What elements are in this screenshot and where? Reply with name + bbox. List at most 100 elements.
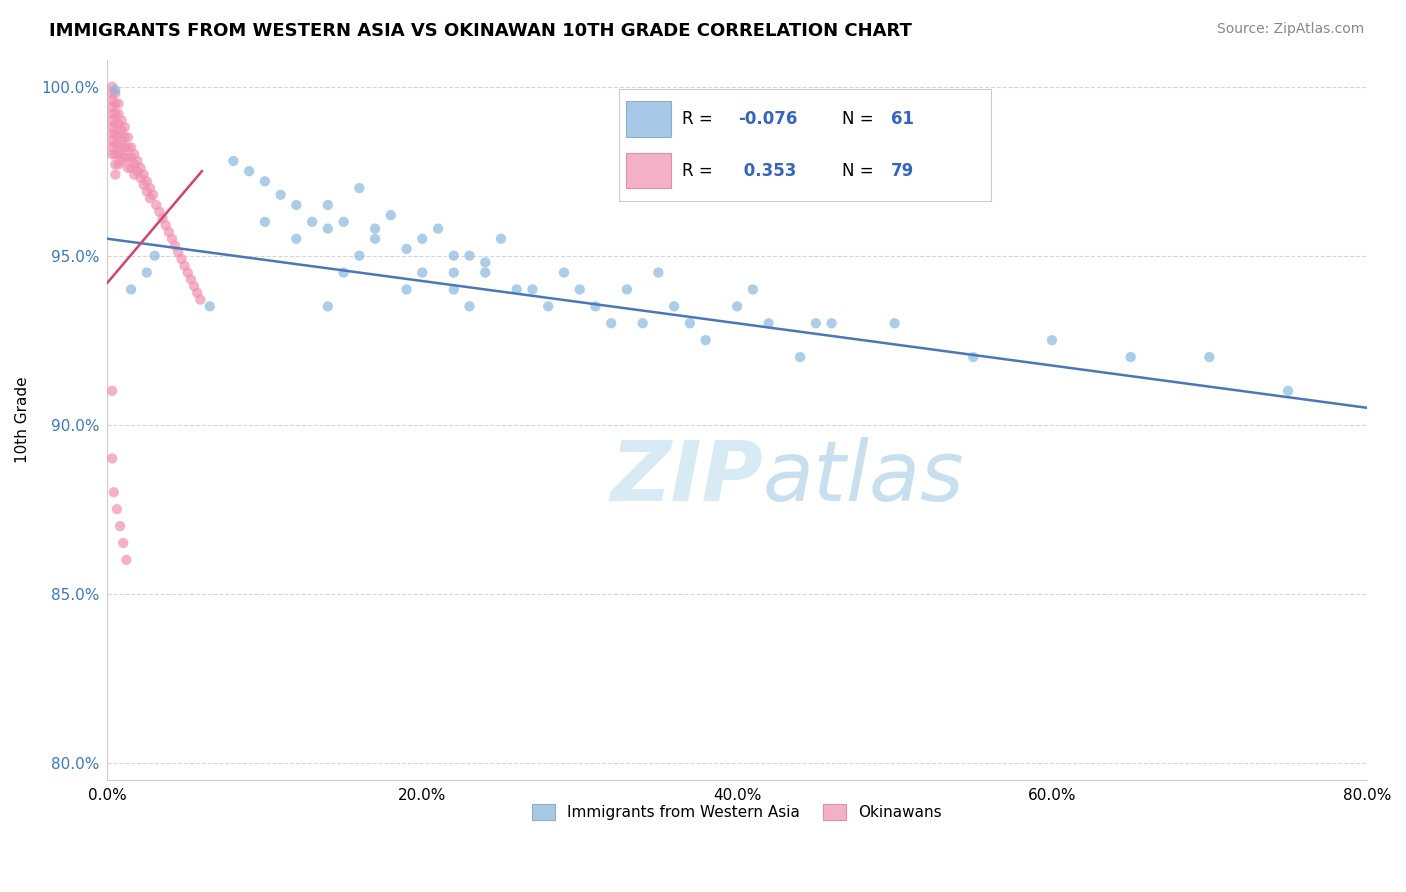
Point <box>114 130 136 145</box>
Text: R =: R = <box>682 161 718 179</box>
Point <box>198 299 221 313</box>
Point <box>110 123 132 137</box>
Point <box>186 285 208 300</box>
Point <box>114 140 136 154</box>
Point <box>157 225 180 239</box>
Text: ZIP: ZIP <box>610 437 762 517</box>
Point <box>104 137 127 152</box>
Point <box>107 127 129 141</box>
Point <box>122 157 145 171</box>
Point <box>180 272 202 286</box>
Point <box>506 283 529 297</box>
Point <box>155 219 177 233</box>
Point <box>104 147 127 161</box>
Text: 61: 61 <box>890 111 914 128</box>
Point <box>142 187 165 202</box>
Point <box>758 316 780 330</box>
Point <box>148 204 170 219</box>
Point <box>349 249 371 263</box>
Point <box>183 279 205 293</box>
Point <box>962 350 984 364</box>
Point <box>105 502 128 516</box>
Point <box>107 117 129 131</box>
Point <box>107 157 129 171</box>
Point <box>364 221 387 235</box>
Point <box>316 221 339 235</box>
Point <box>110 134 132 148</box>
Point <box>679 316 702 330</box>
Point <box>725 299 748 313</box>
Point <box>104 157 127 171</box>
Point <box>139 191 162 205</box>
Point <box>458 299 481 313</box>
Point <box>474 255 496 269</box>
Point <box>167 245 190 260</box>
Point <box>104 127 127 141</box>
Point <box>741 283 763 297</box>
Text: 0.353: 0.353 <box>738 161 796 179</box>
Point <box>316 299 339 313</box>
Point <box>1040 333 1063 347</box>
Point <box>631 316 654 330</box>
Point <box>120 283 142 297</box>
Point <box>120 161 142 175</box>
Point <box>129 170 152 185</box>
Text: IMMIGRANTS FROM WESTERN ASIA VS OKINAWAN 10TH GRADE CORRELATION CHART: IMMIGRANTS FROM WESTERN ASIA VS OKINAWAN… <box>49 22 912 40</box>
Point <box>135 185 157 199</box>
Point <box>110 154 132 169</box>
Point <box>165 238 187 252</box>
Point <box>662 299 685 313</box>
Point <box>585 299 607 313</box>
Point <box>883 316 905 330</box>
Point <box>107 147 129 161</box>
Point <box>222 154 245 169</box>
Point <box>104 117 127 131</box>
Point <box>117 130 139 145</box>
Point <box>127 164 149 178</box>
Point <box>110 113 132 128</box>
Point <box>238 164 260 178</box>
Point <box>145 198 167 212</box>
Point <box>285 232 308 246</box>
Point <box>115 553 138 567</box>
Point <box>443 283 465 297</box>
Point <box>135 174 157 188</box>
Point <box>647 266 669 280</box>
Point <box>427 221 450 235</box>
Point <box>101 113 124 128</box>
Point <box>108 519 131 533</box>
Point <box>114 120 136 135</box>
Point <box>101 79 124 94</box>
Point <box>101 140 124 154</box>
Point <box>104 168 127 182</box>
Point <box>458 249 481 263</box>
Point <box>117 140 139 154</box>
Point <box>101 100 124 114</box>
Point <box>600 316 623 330</box>
Text: Source: ZipAtlas.com: Source: ZipAtlas.com <box>1216 22 1364 37</box>
Point <box>553 266 575 280</box>
Point <box>112 536 135 550</box>
Text: 79: 79 <box>890 161 914 179</box>
Text: R =: R = <box>682 111 718 128</box>
Y-axis label: 10th Grade: 10th Grade <box>15 376 30 463</box>
Point <box>104 83 127 97</box>
Point <box>101 147 124 161</box>
Point <box>177 266 200 280</box>
Text: N =: N = <box>842 111 879 128</box>
Point <box>332 215 354 229</box>
Point <box>122 168 145 182</box>
Point <box>120 140 142 154</box>
Point <box>104 87 127 101</box>
Point <box>285 198 308 212</box>
Point <box>411 232 433 246</box>
Point <box>101 93 124 107</box>
Text: atlas: atlas <box>762 437 965 517</box>
Point <box>152 211 174 226</box>
Point <box>1119 350 1142 364</box>
Point <box>1277 384 1299 398</box>
Point <box>104 106 127 120</box>
Point <box>117 151 139 165</box>
Point <box>804 316 827 330</box>
Point <box>107 96 129 111</box>
